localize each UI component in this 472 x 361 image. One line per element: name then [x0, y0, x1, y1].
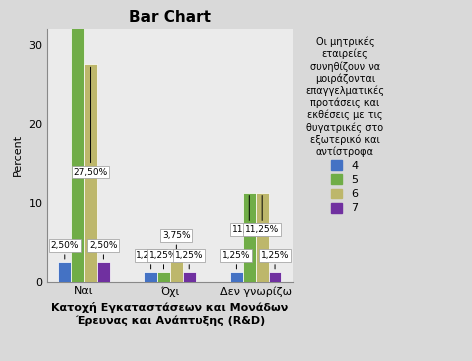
Text: 1,25%: 1,25%: [261, 251, 289, 269]
X-axis label: Κατοχή Εγκαταστάσεων και Μονάδων
Έρευνας και Ανάπτυξης (R&D): Κατοχή Εγκαταστάσεων και Μονάδων Έρευνας…: [51, 303, 288, 326]
Bar: [243, 193, 256, 282]
Title: Bar Chart: Bar Chart: [129, 10, 211, 25]
Bar: [59, 262, 71, 282]
Bar: [71, 0, 84, 282]
Text: 3,75%: 3,75%: [162, 231, 191, 249]
Bar: [144, 272, 157, 282]
Bar: [183, 272, 196, 282]
Y-axis label: Percent: Percent: [13, 134, 23, 176]
Text: 1,25%: 1,25%: [149, 251, 178, 269]
Bar: [157, 272, 170, 282]
Text: 11,25%: 11,25%: [245, 196, 279, 234]
Text: 36,25%: 36,25%: [0, 360, 1, 361]
Text: 2,50%: 2,50%: [51, 241, 79, 259]
Bar: [84, 64, 97, 282]
Bar: [170, 252, 183, 282]
Text: 11,25%: 11,25%: [232, 196, 266, 234]
Text: 1,25%: 1,25%: [175, 251, 203, 269]
Text: 27,50%: 27,50%: [74, 67, 108, 177]
Legend: 4, 5, 6, 7: 4, 5, 6, 7: [303, 34, 387, 216]
Text: 1,25%: 1,25%: [136, 251, 165, 269]
Bar: [256, 193, 269, 282]
Text: 2,50%: 2,50%: [89, 241, 118, 259]
Bar: [97, 262, 110, 282]
Bar: [269, 272, 281, 282]
Bar: [230, 272, 243, 282]
Text: 1,25%: 1,25%: [222, 251, 251, 269]
